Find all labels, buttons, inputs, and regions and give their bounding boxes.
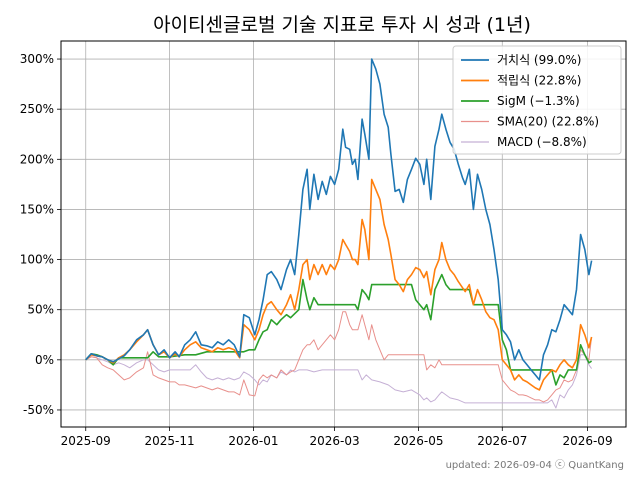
x-tick-label: 2026-05 bbox=[393, 434, 443, 448]
y-tick-label: 150% bbox=[20, 202, 54, 216]
y-tick-label: 200% bbox=[20, 152, 54, 166]
footer-credit: updated: 2026-09-04 ⓒ QuantKang bbox=[446, 459, 624, 471]
y-tick-label: 300% bbox=[20, 52, 54, 66]
y-tick-label: 100% bbox=[20, 253, 54, 267]
plot-frame bbox=[60, 40, 627, 428]
y-axis: -50% 0% 50% 100% 150% 200% 250% 300% bbox=[20, 52, 61, 417]
x-tick-label: 2026-03 bbox=[309, 434, 359, 448]
y-tick-label: 0% bbox=[35, 353, 54, 367]
x-tick-label: 2026-07 bbox=[477, 434, 527, 448]
legend: 거치식 (99.0%) 적립식 (22.8%) SigM (−1.3%) SMA(20… bbox=[452, 45, 622, 155]
legend-label: 거치식 (99.0%) bbox=[497, 53, 581, 67]
x-tick-label: 2026-09 bbox=[562, 434, 612, 448]
x-tick-label: 2025-11 bbox=[145, 434, 195, 448]
series-line-4 bbox=[85, 354, 593, 409]
legend-label: 적립식 (22.8%) bbox=[497, 74, 581, 88]
series-line-0 bbox=[85, 58, 593, 381]
series-line-3 bbox=[85, 311, 593, 403]
y-tick-label: 250% bbox=[20, 102, 54, 116]
legend-label: SMA(20) (22.8%) bbox=[497, 115, 599, 129]
series-layer bbox=[85, 58, 593, 409]
y-tick-label: -50% bbox=[23, 403, 54, 417]
legend-label: MACD (−8.8%) bbox=[497, 135, 587, 149]
x-tick-label: 2026-01 bbox=[228, 434, 278, 448]
series-line-1 bbox=[85, 178, 593, 391]
x-tick-label: 2025-09 bbox=[61, 434, 111, 448]
legend-label: SigM (−1.3%) bbox=[497, 94, 580, 108]
y-tick-label: 50% bbox=[27, 303, 54, 317]
x-axis: 2025-09 2025-11 2026-01 2026-03 2026-05 2026-… bbox=[61, 427, 613, 448]
chart-title: 아이티센글로벌 기술 지표로 투자 시 성과 (1년) bbox=[153, 14, 531, 36]
legend-box bbox=[452, 45, 622, 155]
